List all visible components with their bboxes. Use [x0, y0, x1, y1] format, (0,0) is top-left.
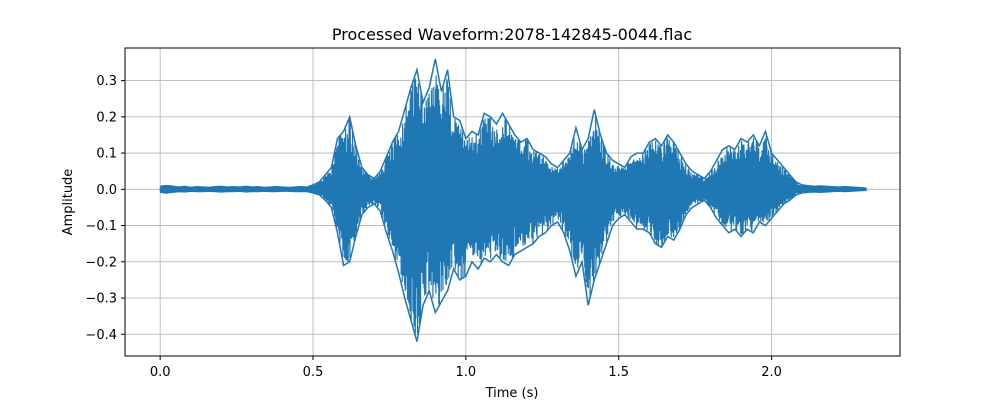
x-tick-label: 2.0: [761, 365, 782, 380]
ticks-layer: 0.0 0.5 1.0 1.5 2.0 0.3 0.2 0.1 0.0 −0.1 −0.2 −0.3 −…: [85, 74, 782, 380]
chart-title: Processed Waveform:2078-142845-0044.flac: [332, 25, 692, 44]
x-axis-label: Time (s): [485, 386, 539, 400]
y-tick-label: −0.3: [85, 292, 117, 307]
data-layer: [159, 58, 867, 342]
x-tick-label: 1.0: [456, 365, 477, 380]
y-tick-label: 0.2: [96, 110, 117, 125]
y-tick-label: 0.0: [96, 183, 117, 198]
y-tick-label: −0.2: [85, 255, 117, 270]
y-tick-label: −0.4: [85, 328, 117, 343]
y-tick-label: 0.1: [96, 147, 117, 162]
y-tick-label: 0.3: [96, 74, 117, 89]
x-tick-label: 0.5: [303, 365, 324, 380]
waveform-upper-envelope: [160, 58, 867, 189]
x-tick-label: 0.0: [150, 365, 171, 380]
y-axis-label: Amplitude: [61, 169, 76, 236]
x-tick-label: 1.5: [608, 365, 629, 380]
y-tick-label: −0.1: [85, 219, 117, 234]
waveform-lower-envelope: [160, 189, 867, 342]
plot-frame: [124, 47, 901, 357]
waveform-line: [159, 75, 867, 335]
